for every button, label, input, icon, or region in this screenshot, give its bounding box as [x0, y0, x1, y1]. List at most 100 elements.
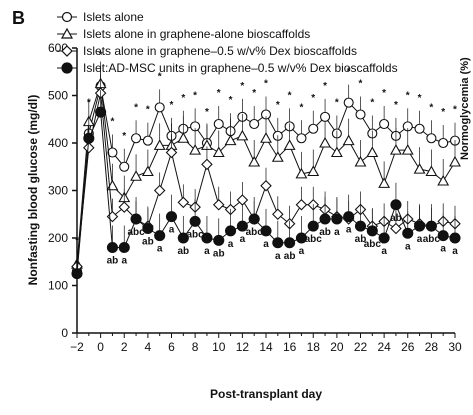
series-0-point-3 — [107, 147, 118, 158]
series-2-point-19 — [295, 198, 308, 211]
series-2-point-16 — [260, 179, 272, 192]
series-3-point-17 — [272, 237, 284, 249]
series-3-point-29 — [414, 220, 426, 232]
series-1-point-12 — [212, 146, 225, 158]
series-0-point-19 — [296, 133, 307, 144]
x-tick-label-4: 6 — [168, 340, 175, 354]
series-1-point-22 — [330, 146, 343, 158]
annotation-lower-29: a — [417, 234, 423, 245]
series-2-point-27 — [390, 222, 402, 235]
series-0-point-12 — [213, 118, 224, 130]
x-tick-label-7: 12 — [236, 340, 250, 354]
series-3-point-31 — [437, 230, 449, 242]
annotation-star-13: * — [229, 95, 233, 106]
y-tick-label-1: 100 — [48, 279, 68, 293]
annotation-star-24: * — [359, 79, 363, 90]
annotation-lower-13: a — [228, 239, 234, 250]
annotation-lower-6: ab — [142, 237, 154, 248]
series-1-point-19 — [295, 167, 308, 179]
series-3-point-1 — [83, 132, 95, 144]
series-0-point-30 — [426, 133, 437, 144]
series-0-point-21 — [320, 111, 331, 122]
annotation-star-7: * — [158, 71, 162, 82]
series-3-point-18 — [284, 237, 296, 249]
series-2-point-4 — [118, 201, 131, 213]
series-1-point-26 — [378, 177, 391, 188]
annotation-lower-8: a — [169, 225, 175, 236]
series-3-point-23 — [343, 211, 355, 223]
series-3-point-26 — [378, 232, 390, 244]
series-1 — [71, 61, 461, 269]
series-layer — [71, 61, 461, 280]
series-0-point-23 — [343, 97, 354, 108]
series-1-point-16 — [260, 132, 272, 143]
series-3-point-24 — [354, 220, 367, 232]
series-2-point-11 — [201, 158, 213, 171]
annotation-lower-9: ab — [177, 246, 189, 257]
series-3-point-7 — [154, 230, 166, 242]
series-2-point-12 — [212, 198, 225, 211]
x-tick-label-1: 0 — [97, 340, 104, 354]
annotation-star-22: * — [335, 98, 339, 109]
y-axis-title: Nonfasting blood glucose (mg/dl) — [26, 95, 40, 286]
series-0-point-4 — [119, 161, 130, 172]
annotation-lower-25: abc — [364, 239, 382, 250]
series-2-point-9 — [177, 196, 190, 209]
annotation-star-32: * — [453, 105, 457, 116]
annotation-star-14: * — [240, 81, 244, 92]
x-tick-label-13: 24 — [377, 340, 391, 354]
annotation-star-21: * — [323, 81, 327, 92]
x-axis-ticks: −2 0 2 4 6 8 10 12 14 16 18 20 22 24 26 28 30 — [70, 333, 462, 354]
annotation-lower-12: ab — [213, 248, 225, 259]
series-3-point-30 — [425, 220, 437, 232]
legend-item-graphene-dex: Islets alone in graphene–0.5 w/v% Dex bi… — [57, 44, 357, 58]
series-1-point-28 — [401, 143, 414, 155]
series-1-point-27 — [390, 143, 402, 155]
x-tick-label-5: 8 — [192, 340, 199, 354]
annotation-lower-23: a — [346, 225, 352, 236]
series-0-point-29 — [414, 123, 425, 134]
annotation-star-25: * — [370, 98, 374, 109]
series-1-point-10 — [189, 143, 202, 155]
annotation-lower-31: a — [440, 244, 446, 255]
annotation-star-12: * — [217, 88, 221, 99]
legend-marker-3 — [61, 62, 73, 74]
series-1-point-18 — [283, 139, 296, 150]
series-3-point-12 — [213, 234, 225, 246]
x-tick-label-10: 18 — [307, 340, 321, 354]
annotation-lower-20: abc — [305, 234, 323, 245]
series-1-point-7 — [153, 139, 166, 150]
panel-label: B — [12, 8, 25, 28]
series-3-point-19 — [295, 232, 307, 244]
annotation-lower-15: abc — [246, 227, 264, 238]
annotation-star-2: * — [99, 50, 103, 61]
annotation-star-18: * — [288, 90, 292, 101]
annotation-lower-14: a — [240, 234, 246, 245]
series-2-point-7 — [153, 184, 166, 197]
series-3-point-10 — [189, 215, 201, 227]
annotation-star-17: * — [276, 100, 280, 111]
series-3-point-5 — [130, 213, 142, 225]
series-2-point-8 — [165, 146, 178, 159]
annotation-star-6: * — [146, 105, 150, 116]
series-2-point-1 — [83, 141, 95, 154]
series-3-point-16 — [260, 225, 272, 237]
series-3-point-20 — [307, 220, 319, 232]
series-1-point-15 — [248, 155, 261, 167]
series-3-point-22 — [331, 213, 343, 225]
annotation-star-5: * — [134, 102, 138, 113]
legend-label-1: Islets alone in graphene-alone bioscaffo… — [83, 27, 310, 41]
y-tick-label-3: 300 — [48, 184, 68, 198]
y-tick-label-4: 400 — [48, 136, 68, 150]
x-tick-label-16: 30 — [448, 340, 462, 354]
annotation-star-16: * — [264, 79, 268, 90]
annotation-star-28: * — [406, 90, 410, 101]
series-3-point-27 — [390, 199, 402, 211]
legend-label-2: Islets alone in graphene–0.5 w/v% Dex bi… — [83, 44, 357, 58]
annotation-star-4: * — [122, 131, 126, 142]
legend: Islets alone Islets alone in graphene-al… — [57, 10, 398, 75]
series-3-point-6 — [142, 222, 154, 235]
x-axis-title: Post-transplant day — [210, 387, 322, 401]
annotation-lower-24: ab — [355, 234, 367, 245]
